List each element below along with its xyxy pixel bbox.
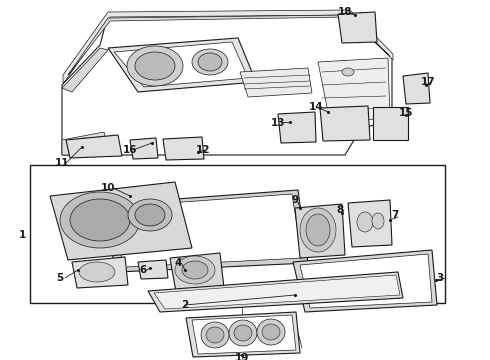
- Text: 4: 4: [174, 258, 182, 268]
- Text: 7: 7: [392, 210, 399, 220]
- Polygon shape: [108, 38, 256, 92]
- Ellipse shape: [342, 68, 354, 76]
- Text: 14: 14: [309, 102, 323, 112]
- Polygon shape: [278, 112, 316, 143]
- Ellipse shape: [372, 213, 384, 229]
- Ellipse shape: [206, 327, 224, 343]
- Ellipse shape: [60, 192, 140, 248]
- Ellipse shape: [198, 53, 222, 71]
- Polygon shape: [138, 260, 168, 279]
- Bar: [30, 165, 445, 303]
- Text: 8: 8: [336, 205, 343, 215]
- Polygon shape: [403, 73, 430, 104]
- Polygon shape: [148, 272, 403, 312]
- Text: 11: 11: [55, 158, 69, 168]
- Polygon shape: [163, 137, 204, 160]
- Polygon shape: [62, 132, 110, 155]
- Polygon shape: [62, 12, 392, 155]
- Polygon shape: [240, 68, 312, 97]
- Polygon shape: [63, 10, 393, 83]
- Polygon shape: [373, 107, 408, 140]
- Polygon shape: [192, 315, 296, 354]
- Ellipse shape: [262, 324, 280, 340]
- Ellipse shape: [135, 204, 165, 226]
- Polygon shape: [300, 254, 432, 308]
- Polygon shape: [102, 194, 302, 267]
- Polygon shape: [114, 42, 248, 87]
- Polygon shape: [50, 182, 192, 260]
- Polygon shape: [170, 253, 224, 292]
- Polygon shape: [348, 200, 392, 247]
- Text: 3: 3: [437, 273, 443, 283]
- Polygon shape: [293, 250, 437, 312]
- Text: 9: 9: [292, 195, 298, 205]
- Text: 6: 6: [139, 265, 147, 275]
- Ellipse shape: [192, 49, 228, 75]
- Text: 15: 15: [399, 108, 413, 118]
- Polygon shape: [72, 257, 128, 288]
- Ellipse shape: [70, 199, 130, 241]
- Polygon shape: [130, 138, 158, 159]
- Polygon shape: [66, 135, 122, 158]
- Polygon shape: [62, 48, 108, 92]
- Polygon shape: [338, 12, 377, 43]
- Ellipse shape: [300, 208, 336, 252]
- Polygon shape: [154, 275, 400, 309]
- Text: 12: 12: [196, 145, 210, 155]
- Ellipse shape: [79, 262, 115, 282]
- Text: 16: 16: [123, 145, 137, 155]
- Ellipse shape: [128, 199, 172, 231]
- Text: 19: 19: [235, 353, 249, 360]
- Ellipse shape: [257, 319, 285, 345]
- Text: 5: 5: [56, 273, 64, 283]
- Text: 2: 2: [181, 300, 189, 310]
- Ellipse shape: [357, 212, 373, 232]
- Text: 10: 10: [101, 183, 115, 193]
- Ellipse shape: [234, 325, 252, 341]
- Text: 13: 13: [271, 118, 285, 128]
- Ellipse shape: [201, 322, 229, 348]
- Polygon shape: [320, 106, 370, 141]
- Text: 18: 18: [338, 7, 352, 17]
- Polygon shape: [95, 190, 308, 272]
- Polygon shape: [318, 58, 390, 122]
- Ellipse shape: [306, 214, 330, 246]
- Ellipse shape: [229, 320, 257, 346]
- Ellipse shape: [182, 261, 208, 279]
- Polygon shape: [186, 312, 300, 357]
- Text: 17: 17: [421, 77, 435, 87]
- Ellipse shape: [127, 46, 183, 86]
- Polygon shape: [295, 204, 345, 258]
- Polygon shape: [68, 15, 390, 75]
- Text: 1: 1: [19, 230, 25, 240]
- Ellipse shape: [175, 256, 215, 284]
- Ellipse shape: [135, 52, 175, 80]
